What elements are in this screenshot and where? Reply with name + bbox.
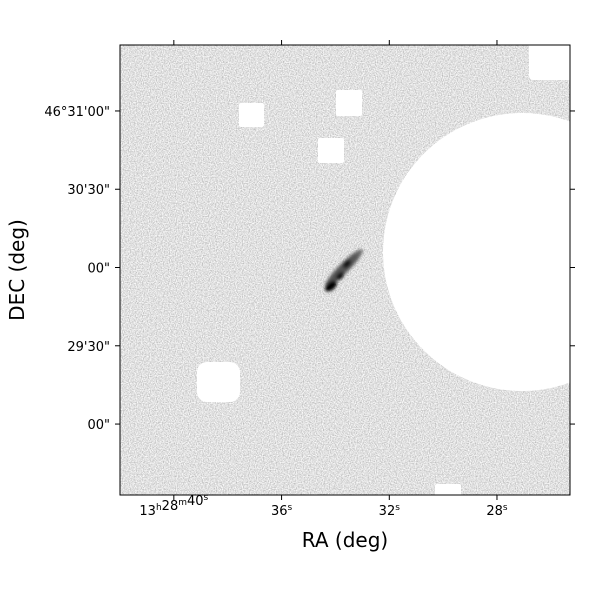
x-tick-label: 36s [271,503,293,519]
axes-frame [119,44,571,496]
y-tick-label: 30'30" [67,183,110,198]
masked-regions [197,45,570,495]
y-tick-label: 00" [87,418,110,433]
sky-image [120,45,570,495]
x-tick-label: 13h28m40s [139,493,208,519]
galaxy [325,249,363,292]
y-tick-label: 29'30" [67,340,110,355]
y-axis-label: DEC (deg) [5,219,29,321]
x-tick-label: 32s [379,503,401,519]
x-axis-label: RA (deg) [302,528,388,552]
y-tick-label: 00" [87,262,110,277]
x-tick-label: 28s [486,503,508,519]
y-tick-label: 46°31'00" [44,105,110,120]
